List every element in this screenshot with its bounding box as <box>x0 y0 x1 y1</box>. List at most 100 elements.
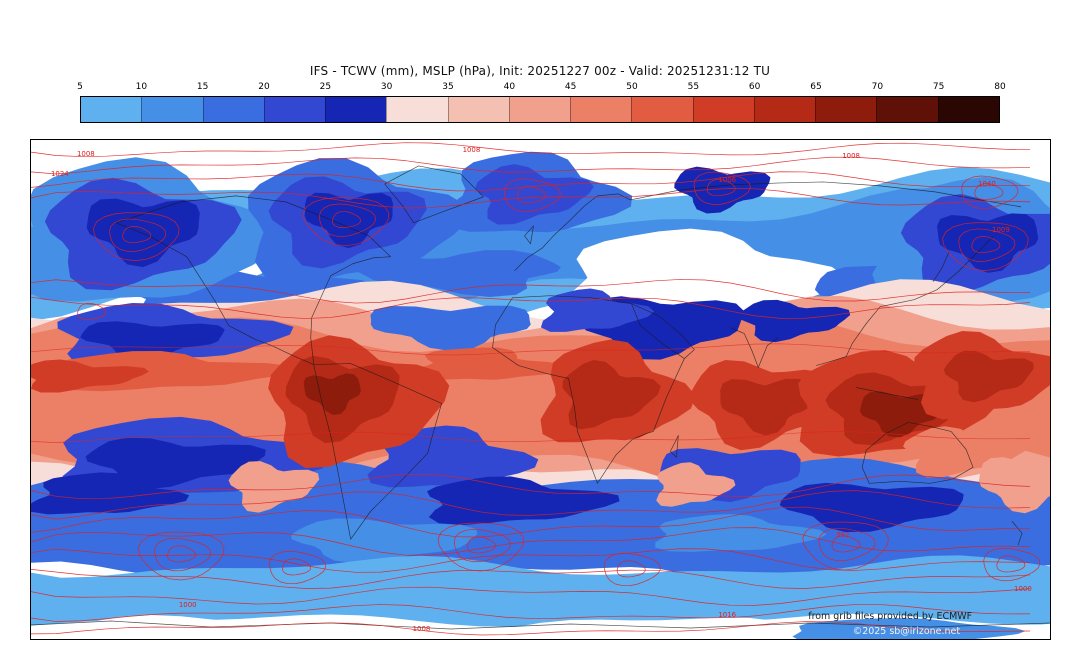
isobar-label: 1024 <box>51 170 69 178</box>
moisture-field-region <box>400 347 570 381</box>
colorbar-tick-label: 10 <box>135 82 148 92</box>
colorbar-tick-label: 35 <box>442 82 454 92</box>
isobar-label: 1008 <box>842 152 860 160</box>
moisture-field-region <box>31 472 190 515</box>
coastline-europe <box>514 193 631 271</box>
colorbar-tick-label: 50 <box>626 82 638 92</box>
moisture-field-region <box>674 166 771 214</box>
moisture-field-region <box>655 514 827 552</box>
moisture-field-region <box>475 164 594 225</box>
isobar-label: 1008 <box>413 625 431 633</box>
isobar-contour <box>31 279 1031 304</box>
isobar-contour <box>332 211 361 229</box>
isobar-contour <box>31 604 1031 622</box>
isobar-contour <box>831 535 861 553</box>
moisture-field-region <box>943 350 1034 403</box>
isobar-contour <box>31 586 1031 606</box>
colorbar-tick-label: 75 <box>932 82 945 92</box>
moisture-field-region <box>937 213 1039 273</box>
isobar-contour <box>516 186 546 204</box>
coastline-new-zealand <box>1011 521 1023 546</box>
colorbar-segment <box>815 97 877 122</box>
isobar-contour <box>31 343 1031 356</box>
colorbar-segment <box>386 97 448 122</box>
moisture-field-region <box>540 288 655 332</box>
isobar-label: 1000 <box>179 601 197 609</box>
isobar-contour <box>802 521 889 571</box>
isobar-contour <box>983 547 1041 582</box>
attribution-copyright: ©2025 sb@irizone.net <box>853 626 961 637</box>
moisture-field-region <box>31 555 1050 636</box>
isobar-contour <box>122 226 152 244</box>
isobar-label: 992 <box>836 531 849 539</box>
colorbar-segment <box>631 97 693 122</box>
isobar-contour <box>31 490 1031 520</box>
isobar-contour <box>437 522 525 572</box>
isobar-contour <box>974 183 1004 201</box>
colorbar-segment <box>263 97 326 122</box>
isobar-contour <box>996 555 1026 573</box>
colorbar-segment <box>937 97 999 122</box>
isobar-contour <box>31 621 1031 636</box>
isobar-contour <box>93 212 180 262</box>
colorbar-gradient-bar <box>80 96 1000 123</box>
isobar-label: 1040 <box>978 180 996 188</box>
isobar-contour <box>31 156 1031 175</box>
colorbar-tick-label: 55 <box>687 82 700 92</box>
moisture-field-region <box>80 321 225 359</box>
isobar-contour <box>302 197 390 247</box>
isobar-label: 1008 <box>77 150 95 158</box>
isobar-contour <box>31 527 1031 556</box>
isobar-contour <box>466 536 496 554</box>
colorbar-segment <box>876 97 938 122</box>
colorbar-tick-label: 5 <box>77 82 83 92</box>
colorbar-tick-label: 15 <box>196 82 209 92</box>
moisture-field-region <box>228 461 320 513</box>
isobar-label: 1009 <box>992 226 1010 234</box>
moisture-field-region <box>978 457 1050 514</box>
tcwv-field-layer <box>31 151 1050 639</box>
colorbar-tick-label: 30 <box>380 82 393 92</box>
colorbar-segment <box>325 97 387 122</box>
coastline-madagascar <box>670 435 679 458</box>
isobar-contour <box>616 560 646 578</box>
isobar-contour <box>269 550 327 585</box>
colorbar-segment <box>570 97 632 122</box>
colorbar-segment <box>202 97 264 122</box>
coastline-north-america <box>115 195 391 365</box>
isobar-contour <box>693 171 751 205</box>
isobar-contour <box>31 296 1031 319</box>
isobar-contour <box>138 531 225 581</box>
isobar-contour <box>282 558 311 576</box>
moisture-field-region <box>31 359 149 393</box>
mslp-contour-layer <box>31 142 1041 636</box>
isobar-contour <box>942 222 1029 271</box>
isobar-contour <box>154 537 212 572</box>
isobar-contour <box>503 178 561 212</box>
moisture-field-region <box>86 198 200 268</box>
moisture-field-region <box>720 378 811 436</box>
isobar-contour <box>818 527 876 562</box>
moisture-field-region <box>738 299 851 343</box>
coastline-uk <box>524 225 534 245</box>
moisture-field-region <box>562 359 661 430</box>
coastline-south-america <box>313 363 442 540</box>
colorbar-tick-label: 70 <box>871 82 884 92</box>
isobar-contour <box>958 228 1016 262</box>
isobar-contour <box>453 528 511 563</box>
moisture-field-region <box>779 482 964 533</box>
isobar-label: 1016 <box>718 611 736 619</box>
moisture-field-region <box>291 518 478 564</box>
isobar-contour <box>706 179 736 197</box>
colorbar-segment <box>81 97 142 122</box>
isobar-contour <box>31 506 1031 538</box>
isobar-contour <box>961 175 1019 209</box>
isobar-label: 1008 <box>463 146 481 154</box>
isobar-label: 1000 <box>1014 585 1032 593</box>
colorbar-tick-label: 80 <box>994 82 1006 92</box>
isobar-contour <box>31 473 1031 500</box>
coastline-indonesia <box>856 387 919 400</box>
isobar-contour <box>31 188 1031 209</box>
colorbar-tick-label: 45 <box>564 82 577 92</box>
